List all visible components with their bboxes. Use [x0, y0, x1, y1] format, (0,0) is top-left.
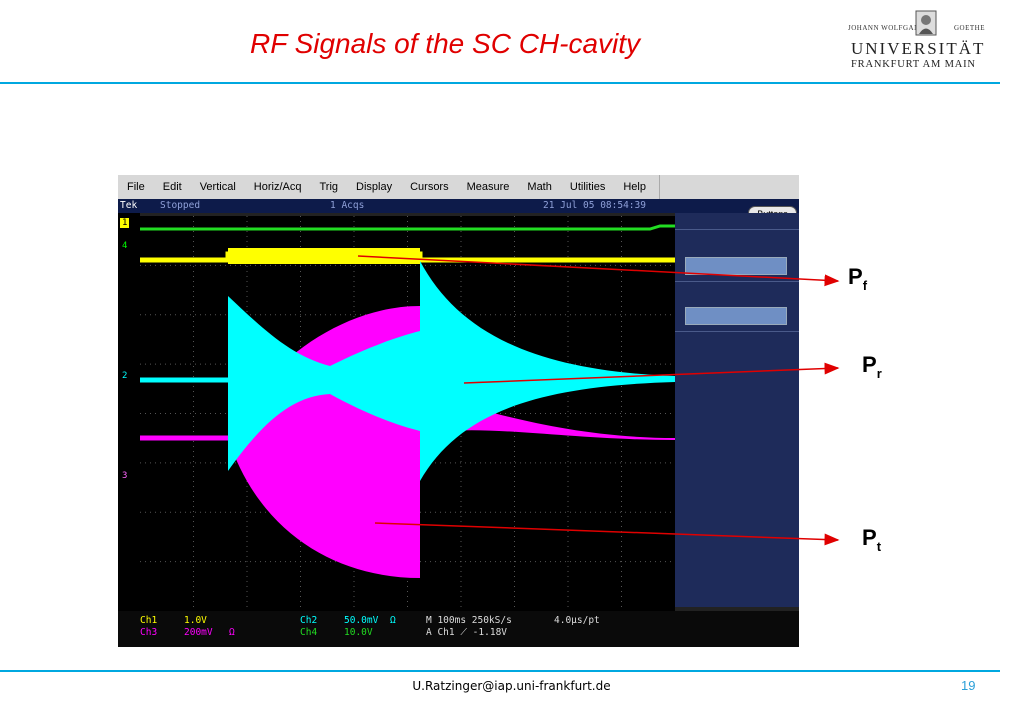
status-state: Stopped	[160, 200, 201, 211]
readout-timebase: M 100ms 250kS/s	[426, 615, 512, 626]
ch3-marker: 3	[122, 471, 128, 481]
label-pt: Pt	[862, 525, 882, 554]
scope-right-panel	[675, 213, 799, 607]
readout-ch3-value: 200mV	[184, 627, 213, 638]
menu-math[interactable]: Math	[527, 181, 552, 193]
status-acqs: 1 Acqs	[330, 200, 365, 211]
readout-ch2-value: 50.0mV	[344, 615, 379, 626]
pf-arrow	[357, 255, 840, 287]
menu-edit[interactable]: Edit	[162, 181, 182, 193]
menu-trig[interactable]: Trig	[319, 181, 339, 193]
graticule	[140, 216, 675, 611]
readout-ch2: Ch2	[300, 615, 318, 626]
label-pf: Pf	[848, 264, 868, 293]
logo-line1: JOHANN WOLFGANG	[848, 24, 926, 32]
university-logo: JOHANN WOLFGANG GOETHE UNIVERSITÄT FRANK…	[840, 4, 1000, 74]
page-number: 19	[961, 678, 976, 693]
label-pr: Pr	[862, 352, 882, 381]
slide-title: RF Signals of the SC CH-cavity	[249, 28, 641, 59]
ch4-trace	[140, 224, 675, 231]
ch2-envelope	[140, 261, 675, 481]
ch1-pulse	[228, 248, 420, 264]
ch4-marker: 4	[122, 241, 128, 251]
readout-ch1-value: 1.0V	[184, 615, 207, 626]
readout-trigger: A Ch1 ⟋ -1.18V	[426, 627, 508, 638]
menu-vertical[interactable]: Vertical	[199, 181, 236, 193]
ohm-icon: Ω	[229, 627, 235, 638]
oscilloscope-window: File Edit Vertical Horiz/Acq Trig Displa…	[118, 175, 799, 647]
readout-ch3: Ch3	[140, 627, 158, 638]
panel-field-2[interactable]	[685, 307, 787, 325]
logo-line3: FRANKFURT AM MAIN	[851, 59, 976, 70]
pt-arrow	[374, 522, 840, 546]
panel-divider	[675, 281, 799, 282]
logo-line2: UNIVERSITÄT	[851, 39, 986, 58]
menu-file[interactable]: File	[127, 181, 145, 193]
panel-divider	[675, 331, 799, 332]
goethe-portrait-icon	[915, 10, 937, 36]
panel-divider	[675, 229, 799, 230]
readout-sample: 4.0µs/pt	[554, 615, 600, 626]
panel-field-1[interactable]	[685, 257, 787, 275]
ch1-marker: 1	[120, 218, 130, 228]
pr-arrow	[463, 362, 840, 384]
scope-statusbar: Tek Stopped 1 Acqs 21 Jul 05 08:54:39	[118, 199, 799, 213]
header-rule	[0, 82, 1000, 84]
status-brand: Tek	[120, 200, 138, 211]
readout-ch4: Ch4	[300, 627, 318, 638]
logo-line1b: GOETHE	[954, 24, 985, 32]
menu-help[interactable]: Help	[623, 181, 646, 193]
footer-email: U.Ratzinger@iap.uni-frankfurt.de	[412, 679, 611, 693]
menu-utilities[interactable]: Utilities	[569, 181, 606, 193]
scope-waveform-display	[140, 216, 675, 611]
scope-menubar: File Edit Vertical Horiz/Acq Trig Displa…	[118, 175, 799, 199]
readout-ch1: Ch1	[140, 615, 158, 626]
channel-marker-strip: 1 4 2 3	[118, 213, 140, 611]
readout-ch4-value: 10.0V	[344, 627, 373, 638]
ohm-icon: Ω	[390, 615, 396, 626]
menu-separator	[658, 175, 660, 199]
menu-cursors[interactable]: Cursors	[410, 181, 449, 193]
menu-measure[interactable]: Measure	[466, 181, 510, 193]
footer-rule	[0, 670, 1000, 672]
menu-display[interactable]: Display	[356, 181, 393, 193]
status-datetime: 21 Jul 05 08:54:39	[543, 200, 646, 211]
ch2-marker: 2	[122, 371, 128, 381]
menu-horiz-acq[interactable]: Horiz/Acq	[253, 181, 302, 193]
scope-readout: Ch1 1.0V Ch3 200mV Ω Ch2 50.0mV Ω Ch4 10…	[118, 611, 799, 647]
